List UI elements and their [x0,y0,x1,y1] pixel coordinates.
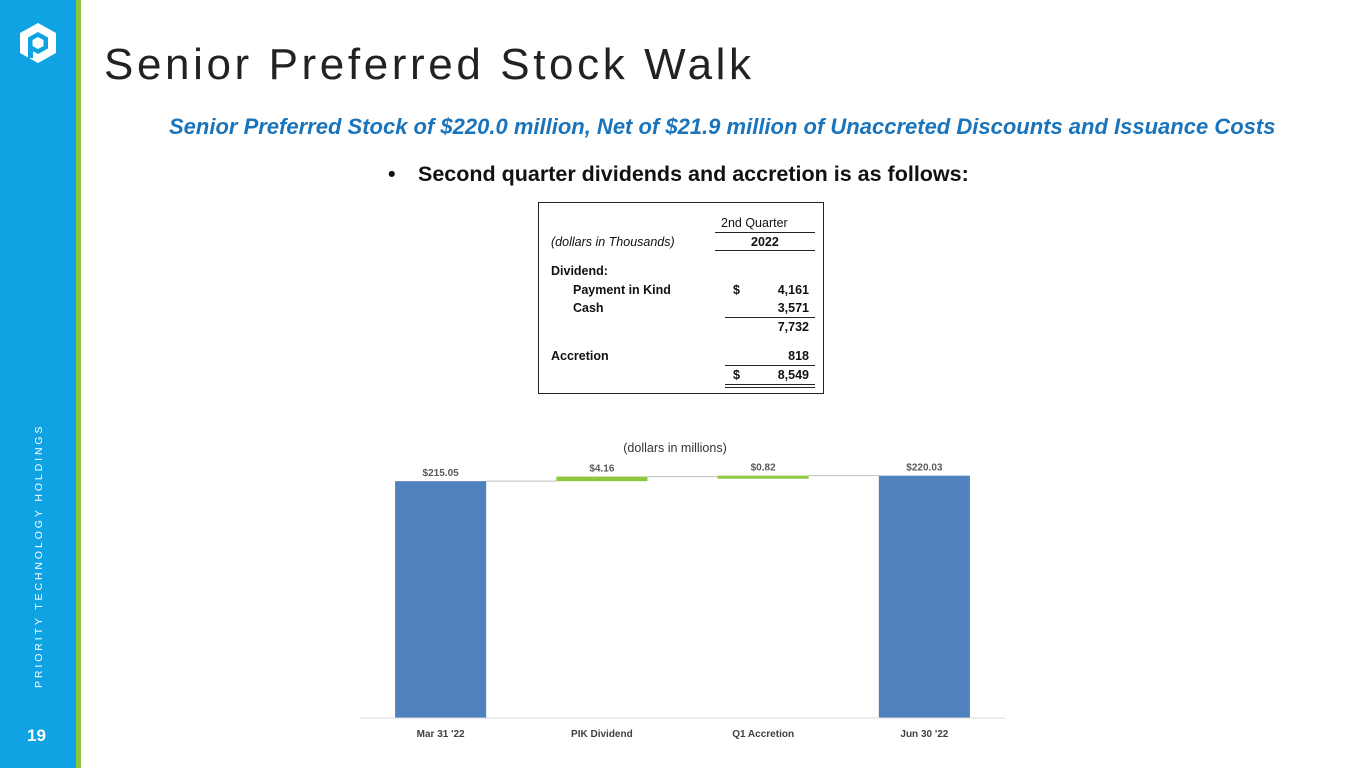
page-number: 19 [27,726,46,745]
sidebar-accent-stripe [76,0,81,768]
subtotal-rule [725,317,815,318]
total-double-rule-top [725,384,815,385]
bullet-item: • Second quarter dividends and accretion … [388,162,969,187]
total-value: 8,549 [777,368,809,382]
brand-sidebar: PRIORITY TECHNOLOGY HOLDINGS 19 [0,0,76,768]
chart-category-label-3: Q1 Accretion [732,729,794,740]
page-title: Senior Preferred Stock Walk [104,40,755,89]
chart-data-label-2: $4.16 [589,464,614,475]
pik-currency: $ [733,283,740,297]
chart-bar-3 [717,475,809,479]
year-underline [715,250,815,251]
chart-bar-4 [878,475,970,718]
bullet-text: Second quarter dividends and accretion i… [418,162,969,186]
table-units-label: (dollars in Thousands) [551,235,675,249]
chart-data-label-1: $215.05 [423,468,460,479]
chart-category-label-2: PIK Dividend [571,729,633,740]
chart-bar-2 [556,476,648,482]
total-currency: $ [733,368,740,382]
chart-data-label-4: $220.03 [906,463,943,474]
header-underline [715,232,815,233]
bullet-dot: • [388,162,396,186]
chart-title: (dollars in millions) [623,441,727,455]
chart-category-label-1: Mar 31 '22 [417,729,465,740]
accretion-value: 818 [788,349,809,363]
dividend-label: Dividend: [551,264,608,278]
chart-data-label-3: $0.82 [751,463,776,474]
priority-logo-icon [20,23,56,63]
total-rule [725,365,815,366]
vertical-brand-text: PRIORITY TECHNOLOGY HOLDINGS [33,423,45,688]
cash-value: 3,571 [777,301,809,315]
accretion-label: Accretion [551,349,609,363]
dividend-accretion-table: 2nd Quarter (dollars in Thousands) 2022 … [538,202,824,394]
chart-bar-1 [395,481,487,718]
total-double-rule-bottom [725,387,815,388]
cash-label: Cash [573,301,604,315]
table-year-header: 2022 [751,235,779,249]
pik-value: 4,161 [777,283,809,297]
waterfall-chart-svg: (dollars in millions) $215.05 Mar 31 '22 $4… [360,441,1005,740]
table-period-header: 2nd Quarter [721,216,788,230]
pik-label: Payment in Kind [573,283,671,297]
page-subtitle: Senior Preferred Stock of $220.0 million… [169,114,1276,139]
stock-walk-chart: (dollars in millions) $215.05 Mar 31 '22 $4… [350,432,1020,752]
dividend-subtotal: 7,732 [777,320,809,334]
chart-category-label-4: Jun 30 '22 [900,729,948,740]
